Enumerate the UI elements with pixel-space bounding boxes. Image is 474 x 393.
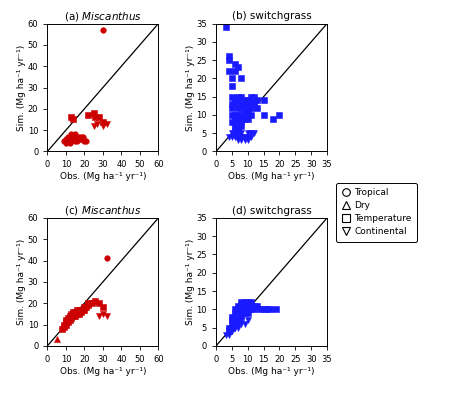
X-axis label: Obs. (Mg ha⁻¹ yr⁻¹): Obs. (Mg ha⁻¹ yr⁻¹) — [228, 172, 315, 181]
Y-axis label: Sim. (Mg ha⁻¹ yr⁻¹): Sim. (Mg ha⁻¹ yr⁻¹) — [18, 239, 27, 325]
X-axis label: Obs. (Mg ha⁻¹ yr⁻¹): Obs. (Mg ha⁻¹ yr⁻¹) — [228, 367, 315, 376]
Legend: Tropical, Dry, Temperature, Continental: Tropical, Dry, Temperature, Continental — [337, 183, 417, 242]
X-axis label: Obs. (Mg ha⁻¹ yr⁻¹): Obs. (Mg ha⁻¹ yr⁻¹) — [60, 172, 146, 181]
Title: (d) switchgrass: (d) switchgrass — [232, 206, 311, 216]
Y-axis label: Sim. (Mg ha⁻¹ yr⁻¹): Sim. (Mg ha⁻¹ yr⁻¹) — [18, 44, 27, 130]
Y-axis label: Sim. (Mg ha⁻¹ yr⁻¹): Sim. (Mg ha⁻¹ yr⁻¹) — [186, 239, 195, 325]
Y-axis label: Sim. (Mg ha⁻¹ yr⁻¹): Sim. (Mg ha⁻¹ yr⁻¹) — [186, 44, 195, 130]
X-axis label: Obs. (Mg ha⁻¹ yr⁻¹): Obs. (Mg ha⁻¹ yr⁻¹) — [60, 367, 146, 376]
Title: (a) $\it{Miscanthus}$: (a) $\it{Miscanthus}$ — [64, 10, 142, 23]
Title: (c) $\it{Miscanthus}$: (c) $\it{Miscanthus}$ — [64, 204, 142, 217]
Title: (b) switchgrass: (b) switchgrass — [232, 11, 311, 21]
